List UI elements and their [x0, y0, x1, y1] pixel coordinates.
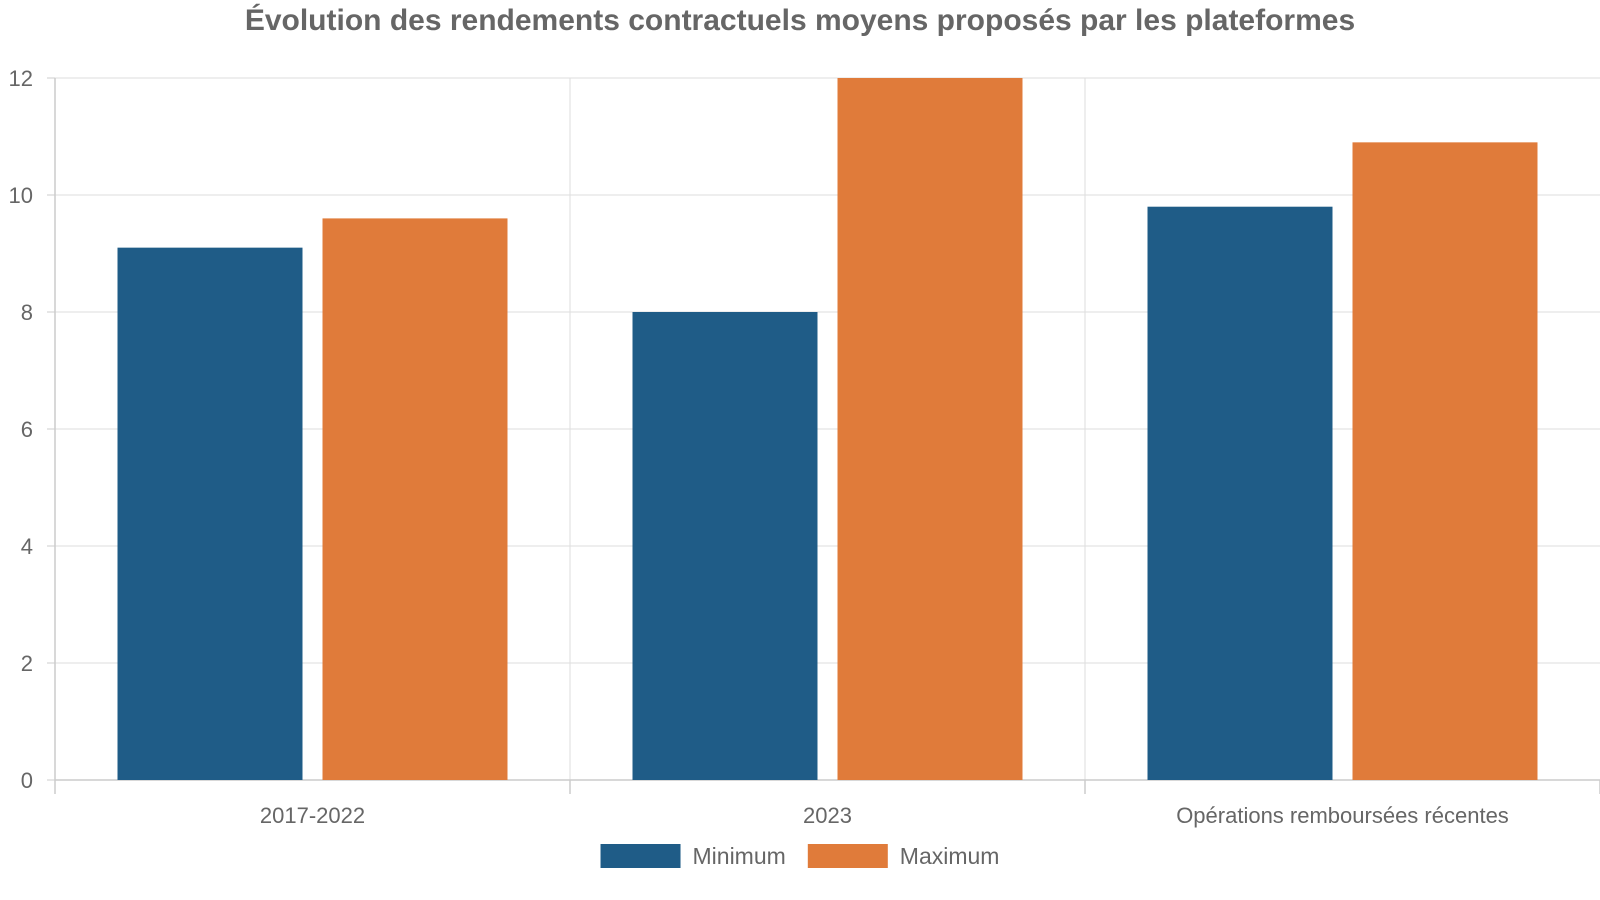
legend-swatch-maximum: [807, 844, 888, 868]
bars: [117, 78, 1538, 781]
x-category-label: 2017-2022: [260, 803, 365, 828]
y-tick-label: 2: [21, 651, 33, 676]
grid-lines: [55, 77, 1600, 780]
bar-maximum-2: [1352, 142, 1538, 781]
bar-minimum-0: [117, 247, 303, 780]
chart-title: Évolution des rendements contractuels mo…: [245, 3, 1355, 37]
bar-minimum-2: [1147, 206, 1333, 780]
bar-maximum-1: [837, 78, 1023, 780]
x-category-label: 2023: [803, 803, 852, 828]
x-category-label: Opérations remboursées récentes: [1176, 803, 1509, 828]
legend: Minimum Maximum: [600, 843, 1000, 869]
y-tick-label: 8: [21, 300, 33, 325]
legend-label-maximum: Maximum: [900, 843, 1000, 869]
y-tick-label: 12: [9, 66, 33, 91]
axes: [47, 77, 1600, 794]
y-tick-label: 4: [21, 534, 33, 559]
bar-minimum-1: [632, 312, 818, 780]
y-tick-label: 6: [21, 417, 33, 442]
legend-swatch-minimum: [600, 844, 681, 868]
y-tick-label: 0: [21, 768, 33, 793]
legend-label-minimum: Minimum: [693, 843, 786, 869]
bar-maximum-0: [322, 218, 508, 780]
y-tick-label: 10: [9, 183, 33, 208]
axis-labels: 0 2 4 6 8 10 12 2017-2022 2023 Opérations rembour…: [9, 66, 1509, 828]
